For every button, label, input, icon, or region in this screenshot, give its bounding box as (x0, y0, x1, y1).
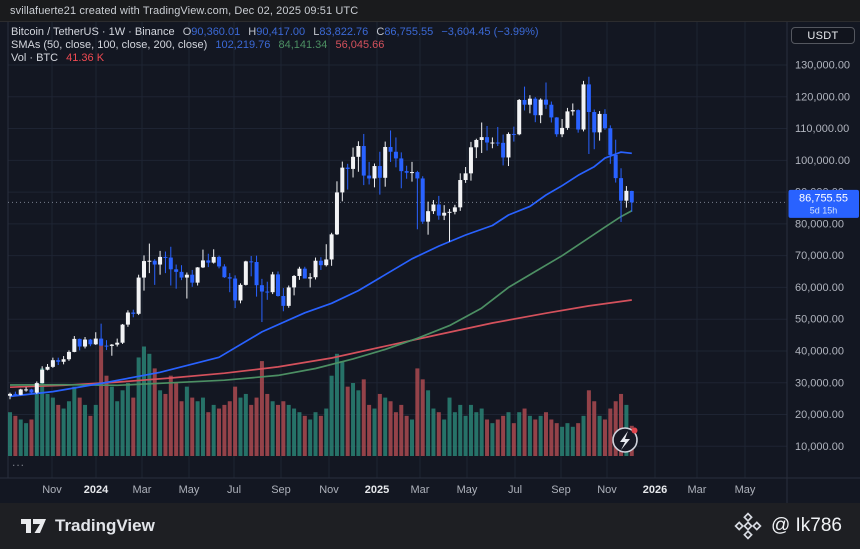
open-value: 90,360.01 (191, 26, 241, 38)
svg-text:5d 15h: 5d 15h (810, 205, 838, 215)
high-value: 90,417.00 (256, 26, 306, 38)
svg-text:Sep: Sep (551, 484, 571, 496)
svg-text:May: May (179, 484, 200, 496)
sma50-value: 102,219.76 (215, 39, 271, 51)
svg-text:Mar: Mar (411, 484, 430, 496)
candles (8, 76, 634, 400)
svg-text:60,000.00: 60,000.00 (795, 282, 844, 294)
low-value: 83,822.76 (319, 26, 369, 38)
svg-text:100,000.00: 100,000.00 (795, 155, 850, 167)
svg-text:110,000.00: 110,000.00 (795, 123, 849, 135)
svg-text:Sep: Sep (271, 484, 291, 496)
high-label: H (248, 26, 257, 38)
tradingview-watermark: TradingView (20, 516, 155, 536)
svg-text:2026: 2026 (643, 484, 667, 496)
close-label: C (376, 26, 385, 38)
svg-text:10,000.00: 10,000.00 (795, 441, 844, 453)
svg-text:130,000.00: 130,000.00 (795, 60, 850, 72)
sma-label: SMAs (50, close, 100, close, 200, close) (11, 39, 208, 51)
time-axis[interactable]: Nov 2024 Mar May Jul Sep Nov 2025 Mar May Jul Sep No… (42, 484, 756, 496)
volume-value: 41.36 K (66, 52, 105, 64)
sma50-line (9, 151, 632, 398)
svg-text:Nov: Nov (319, 484, 339, 496)
svg-text:Jul: Jul (508, 484, 522, 496)
svg-text:70,000.00: 70,000.00 (795, 250, 844, 262)
close-value: 86,755.55 (384, 26, 434, 38)
svg-text:Nov: Nov (597, 484, 617, 496)
svg-text:Mar: Mar (688, 484, 707, 496)
sma-legend-row[interactable]: SMAs (50, close, 100, close, 200, close)… (11, 39, 539, 52)
svg-text:2025: 2025 (365, 484, 389, 496)
svg-text:May: May (735, 484, 756, 496)
footer-bar: TradingView @ Ik786 (0, 503, 860, 549)
creator-handle-text: @ Ik786 (770, 515, 842, 536)
sma100-line (9, 209, 633, 387)
tradingview-logo-icon (21, 519, 46, 533)
chart-area: 130,000.00 120,000.00 110,000.00 100,000.00… (0, 22, 860, 503)
volume-legend-row[interactable]: Vol · BTC 41.36 K (11, 52, 539, 65)
svg-text:40,000.00: 40,000.00 (795, 345, 844, 357)
tradingview-brand-text: TradingView (55, 516, 155, 535)
attribution-bar: svillafuerte21 created with TradingView.… (0, 0, 860, 22)
low-label: L (313, 26, 320, 38)
pane-borders (0, 22, 860, 503)
svg-text:May: May (457, 484, 478, 496)
svg-text:50,000.00: 50,000.00 (795, 314, 844, 326)
chart-legend: Bitcoin / TetherUS · 1W · Binance O90,36… (11, 26, 539, 65)
symbol-title: Bitcoin / TetherUS · 1W · Binance (11, 26, 175, 38)
sma100-value: 84,141.34 (278, 39, 328, 51)
svg-text:Mar: Mar (133, 484, 152, 496)
binance-logo-icon (734, 512, 762, 540)
lightning-sticker-icon (612, 427, 638, 453)
price-scale[interactable]: 130,000.00 120,000.00 110,000.00 100,000.00… (795, 60, 850, 453)
svg-text:Nov: Nov (42, 484, 62, 496)
open-label: O (182, 26, 192, 38)
svg-text:120,000.00: 120,000.00 (795, 91, 850, 103)
volume-label: Vol · BTC (11, 52, 59, 64)
grid-lines (8, 22, 787, 478)
svg-text:86,755.55: 86,755.55 (799, 192, 848, 204)
currency-toggle-button[interactable]: USDT (791, 27, 855, 44)
sma200-value: 56,045.66 (335, 39, 385, 51)
attribution-text: svillafuerte21 created with TradingView.… (10, 4, 359, 17)
change-value: −3,604.45 (−3.99%) (441, 26, 539, 38)
svg-text:80,000.00: 80,000.00 (795, 218, 844, 230)
legend-more-button[interactable]: ... (12, 455, 26, 469)
svg-text:30,000.00: 30,000.00 (795, 377, 844, 389)
svg-text:2024: 2024 (84, 484, 109, 496)
symbol-legend-row[interactable]: Bitcoin / TetherUS · 1W · Binance O90,36… (11, 26, 539, 39)
svg-text:Jul: Jul (227, 484, 241, 496)
creator-watermark: @ Ik786 (734, 512, 842, 540)
price-chart-canvas[interactable]: 130,000.00 120,000.00 110,000.00 100,000.00… (0, 22, 860, 503)
svg-text:20,000.00: 20,000.00 (795, 409, 844, 421)
volume-bars (8, 339, 634, 456)
sma200-line (9, 299, 632, 389)
